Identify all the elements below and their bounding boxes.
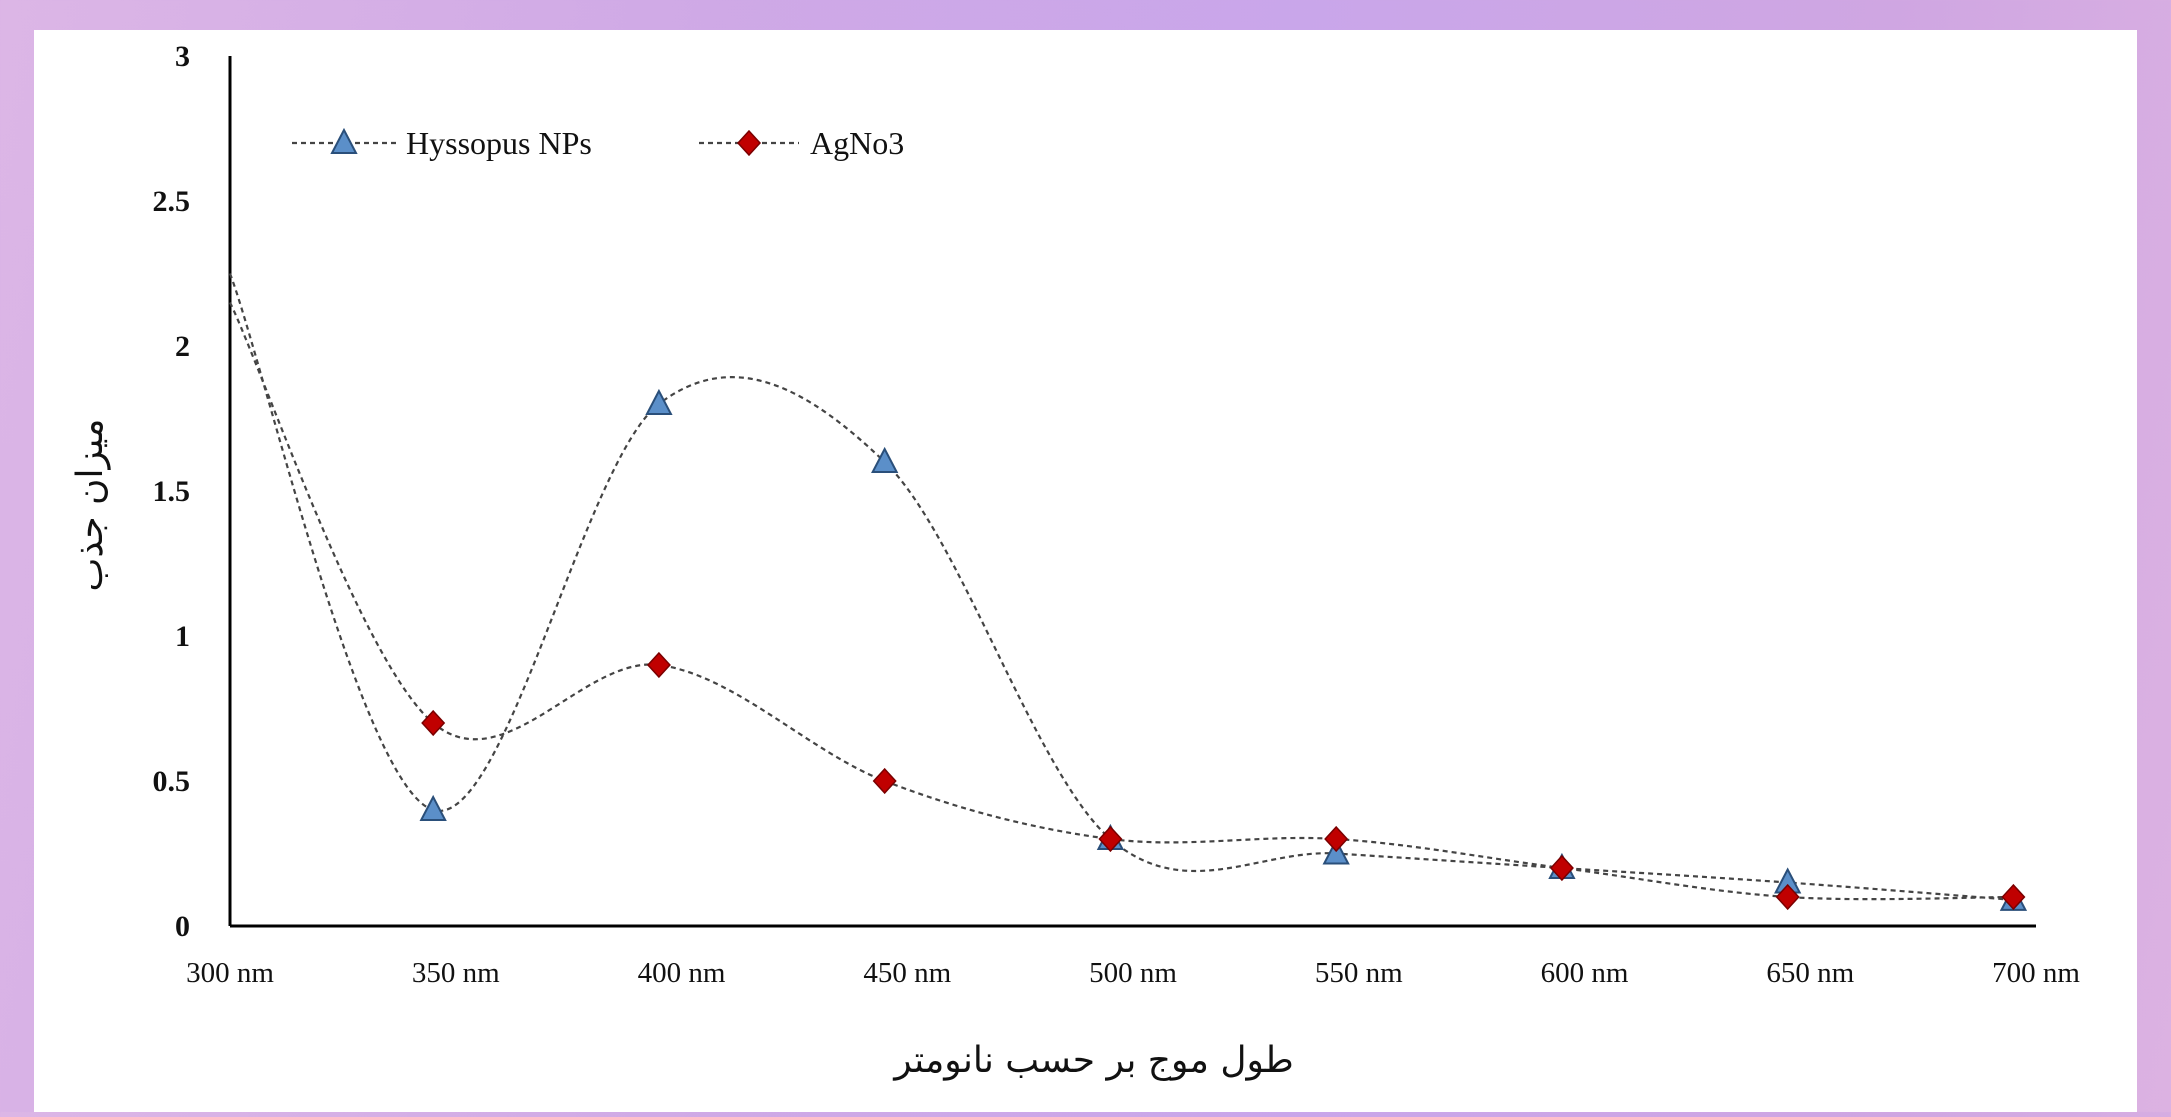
x-tick-label: 350 nm <box>412 957 500 989</box>
diamond-marker <box>1549 854 1574 882</box>
y-tick-label: 0.5 <box>153 765 191 798</box>
y-tick-label: 2 <box>175 330 190 363</box>
y-tick-label: 1.5 <box>153 475 191 508</box>
legend-triangle-marker <box>330 127 358 154</box>
diamond-marker <box>646 651 671 679</box>
triangle-marker <box>645 388 673 415</box>
x-tick-label: 600 nm <box>1541 957 1629 989</box>
triangle-marker <box>871 446 899 473</box>
x-tick-label: 300 nm <box>186 957 274 989</box>
y-axis-title: میزان جذب <box>70 419 111 592</box>
series-line-0 <box>228 273 2014 901</box>
x-tick-label: 550 nm <box>1315 957 1403 989</box>
chart-panel: 0 0.5 1 1.5 2 2.5 3 300 nm 350 nm 400 nm 450 nm 500… <box>34 30 2137 1112</box>
y-tick-label: 0 <box>175 910 190 943</box>
diamond-marker <box>421 709 446 737</box>
x-axis-title: طول موج بر حسب نانومتر <box>892 1040 1294 1081</box>
y-tick-label: 3 <box>175 40 190 73</box>
series-curves <box>228 273 2014 901</box>
axes: 0 0.5 1 1.5 2 2.5 3 300 nm 350 nm 400 nm 450 nm 500… <box>153 40 2081 989</box>
legend: Hyssopus NPs AgNo3 <box>292 125 904 161</box>
triangle-marker <box>419 794 447 821</box>
x-tick-label: 400 nm <box>638 957 726 989</box>
series-markers <box>419 388 2028 911</box>
absorbance-line-chart: 0 0.5 1 1.5 2 2.5 3 300 nm 350 nm 400 nm 450 nm 500… <box>70 40 2081 1081</box>
y-tick-label: 2.5 <box>153 185 191 218</box>
x-tick-label: 700 nm <box>1992 957 2080 989</box>
diamond-marker <box>872 767 897 795</box>
legend-diamond-marker <box>736 129 762 157</box>
x-tick-label: 650 nm <box>1766 957 1854 989</box>
diamond-marker <box>1324 825 1349 853</box>
legend-label: Hyssopus NPs <box>406 125 592 161</box>
y-tick-label: 1 <box>175 620 190 653</box>
x-tick-label: 450 nm <box>863 957 951 989</box>
x-tick-label: 500 nm <box>1089 957 1177 989</box>
diamond-marker <box>1775 883 1800 911</box>
diamond-marker <box>1098 825 1123 853</box>
diamond-marker <box>2001 883 2026 911</box>
legend-label: AgNo3 <box>810 125 904 161</box>
series-line-1 <box>229 302 2014 901</box>
